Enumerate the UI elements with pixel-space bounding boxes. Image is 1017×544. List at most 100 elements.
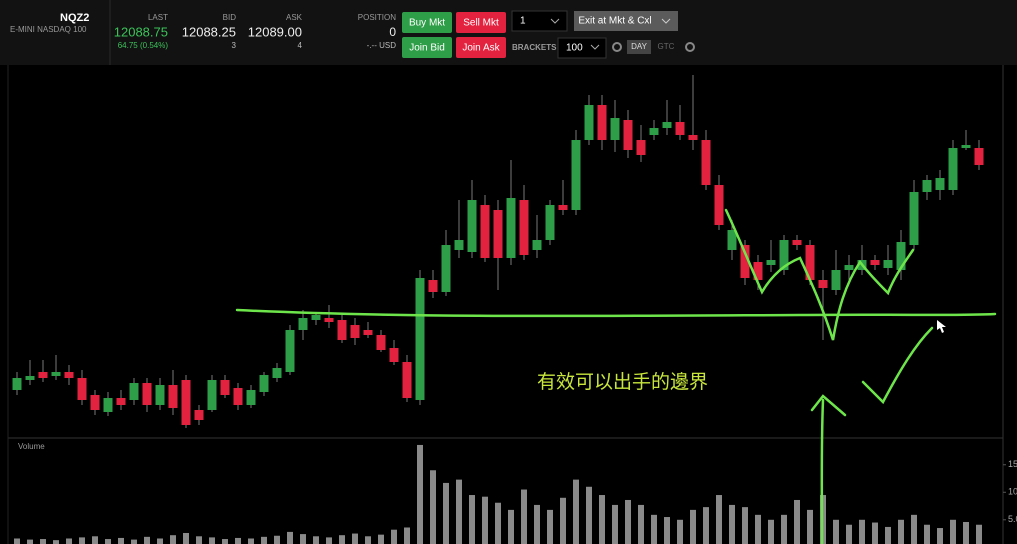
day[interactable]: DAY xyxy=(631,42,648,51)
candle-body xyxy=(454,240,464,250)
volume-bar xyxy=(729,504,735,544)
volume-bar xyxy=(573,479,579,544)
candle-body xyxy=(779,240,789,270)
candle-body xyxy=(376,335,386,350)
position-value: -.-- USD xyxy=(367,41,397,50)
buy-label[interactable]: Buy Mkt xyxy=(409,18,445,29)
candle-body xyxy=(324,318,334,322)
volume-bar xyxy=(742,507,748,544)
candle-body xyxy=(727,230,737,250)
candle-body xyxy=(961,145,971,148)
volume-bar xyxy=(625,499,631,544)
volume-bar xyxy=(92,536,98,544)
candle-body xyxy=(558,205,568,210)
candle-body xyxy=(974,148,984,165)
join-bid-button[interactable] xyxy=(402,37,452,58)
candle-body xyxy=(51,372,61,376)
volume-bar xyxy=(586,486,592,544)
volume-bar xyxy=(157,538,163,544)
cursor xyxy=(937,320,946,333)
volume-bar xyxy=(222,539,228,544)
candle-body xyxy=(64,372,74,378)
candle-body xyxy=(714,185,724,225)
candle-body xyxy=(103,398,113,412)
candle-body xyxy=(337,320,347,340)
candle-body xyxy=(740,245,750,278)
candle-body xyxy=(311,315,321,320)
volume-bar xyxy=(131,539,137,544)
volume-bar xyxy=(599,495,605,544)
ask-label: ASK xyxy=(286,13,303,22)
candle-body xyxy=(701,140,711,185)
settings-icon[interactable] xyxy=(685,42,695,52)
boundary-line xyxy=(235,308,997,318)
volume-bar xyxy=(534,504,540,544)
ask-size: 4 xyxy=(298,41,303,50)
volume-bar xyxy=(248,538,254,544)
candle-body xyxy=(922,180,932,192)
candle-body xyxy=(831,270,841,290)
candle-body xyxy=(168,385,178,408)
candle-body xyxy=(220,380,230,395)
bid-price: 12088.25 xyxy=(182,24,236,39)
join-ask-button[interactable] xyxy=(456,37,506,58)
candle-body xyxy=(792,240,802,245)
volume-bar xyxy=(755,514,761,544)
volume-bar xyxy=(794,499,800,544)
candle-body xyxy=(662,122,672,128)
position-label: POSITION xyxy=(358,13,396,22)
candle-body xyxy=(909,192,919,245)
join-ask-label[interactable]: Join Ask xyxy=(462,43,500,54)
buy-button[interactable] xyxy=(402,12,452,33)
settings-icon[interactable] xyxy=(612,42,622,52)
volume-bar xyxy=(768,519,774,544)
description: E-MINI NASDAQ 100 xyxy=(10,25,87,34)
brackets-input[interactable] xyxy=(557,37,607,59)
quantity-input[interactable] xyxy=(511,10,568,32)
volume-bar xyxy=(612,504,618,544)
volume-bar xyxy=(261,536,267,544)
join-bid-label[interactable]: Join Bid xyxy=(409,43,445,54)
candle-body xyxy=(233,388,243,405)
scribble xyxy=(724,208,915,341)
candle-body xyxy=(285,330,295,372)
day-button[interactable] xyxy=(627,40,651,54)
candle-body xyxy=(207,380,217,410)
candle-body xyxy=(194,410,204,420)
volume-bar xyxy=(950,519,956,544)
candle-body xyxy=(155,385,165,405)
candle-body xyxy=(649,128,659,135)
volume-bar xyxy=(651,514,657,544)
volume-tick-label: 15 xyxy=(1008,459,1017,469)
annotation: 有效可以出手的邊界 xyxy=(537,371,708,393)
volume-tick-label: 10 xyxy=(1008,487,1017,497)
volume-bar xyxy=(456,479,462,544)
brackets[interactable]: 100 xyxy=(566,43,583,54)
volume-bar xyxy=(560,497,566,544)
quantity[interactable]: 1 xyxy=(520,16,526,27)
volume-bar xyxy=(859,519,865,544)
volume-bar xyxy=(807,509,813,544)
candle-body xyxy=(38,372,48,378)
candle-body xyxy=(77,378,87,400)
volume-bar xyxy=(781,514,787,544)
volume-bar xyxy=(716,495,722,544)
sell-label[interactable]: Sell Mkt xyxy=(463,18,499,29)
candle-body xyxy=(584,105,594,140)
sell-button[interactable] xyxy=(456,12,506,33)
ask-price: 12089.00 xyxy=(248,24,302,39)
symbol[interactable]: NQZ2 xyxy=(60,12,89,24)
candle-body xyxy=(25,376,35,380)
exit-button[interactable] xyxy=(574,11,678,31)
volume-bar xyxy=(365,536,371,544)
candle-body xyxy=(883,260,893,268)
volume-bar xyxy=(547,509,553,544)
candle-body xyxy=(753,262,763,280)
volume-bar xyxy=(300,534,306,544)
gtc[interactable]: GTC xyxy=(658,42,675,51)
candle-body xyxy=(415,278,425,400)
volume-bar xyxy=(924,524,930,544)
exit-label[interactable]: Exit at Mkt & Cxl xyxy=(578,16,651,27)
candle-body xyxy=(571,140,581,210)
